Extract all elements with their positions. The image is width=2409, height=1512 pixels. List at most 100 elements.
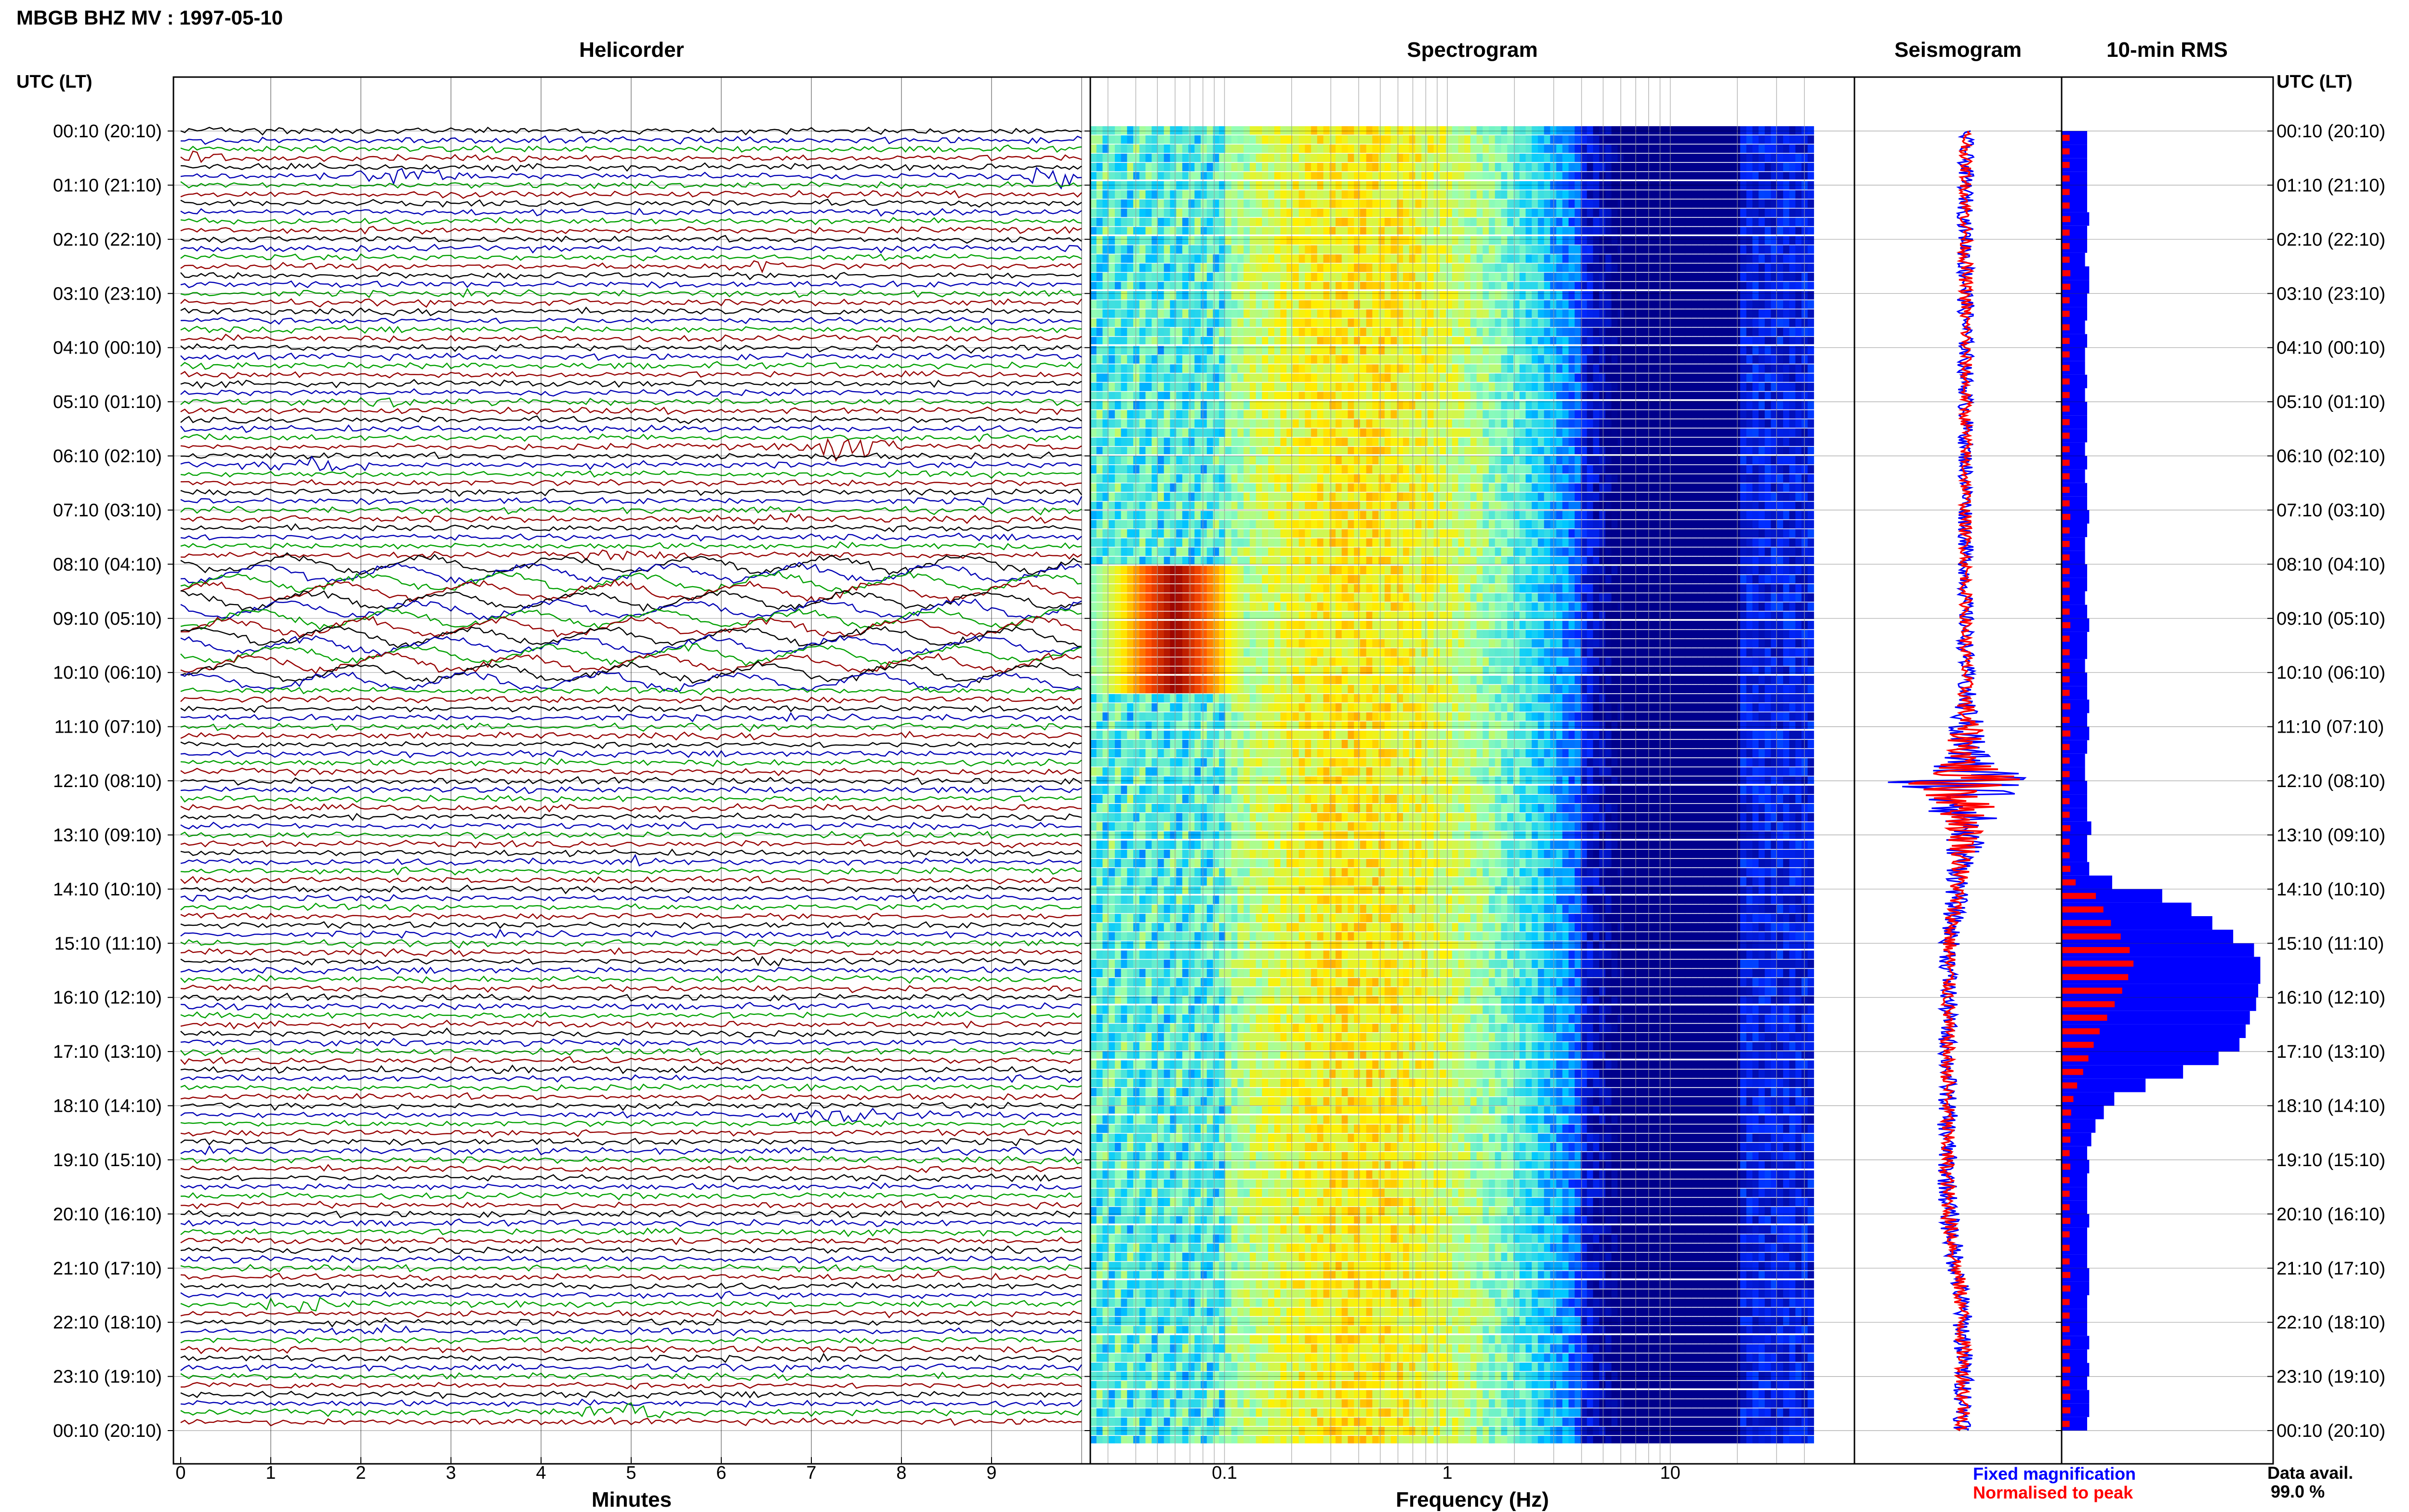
rms-bar-normalised <box>2062 243 2070 250</box>
rms-bar-normalised <box>2062 866 2071 872</box>
rms-bar-normalised <box>2062 581 2070 588</box>
rms-bar-normalised <box>2062 1204 2070 1210</box>
spectrogram-image <box>1090 126 1826 1446</box>
rms-bar-normalised <box>2062 852 2070 858</box>
rms-bar-normalised <box>2062 1123 2071 1130</box>
spectrogram-xtick-label: 1 <box>1443 1463 1453 1483</box>
rms-bar-normalised <box>2062 1001 2115 1008</box>
rms-bar-normalised <box>2062 744 2070 750</box>
rms-bar-normalised <box>2062 1326 2070 1332</box>
rms-bar-normalised <box>2062 1272 2071 1278</box>
rms-bar-normalised <box>2062 1082 2078 1089</box>
time-tick-label-right: 03:10 (23:10) <box>2277 284 2385 304</box>
rms-bar-normalised <box>2062 893 2096 899</box>
rms-bar-normalised <box>2062 433 2070 439</box>
time-tick-label-right: 16:10 (12:10) <box>2277 988 2385 1008</box>
rms-bar-normalised <box>2062 460 2070 466</box>
rms-bar-normalised <box>2062 974 2129 980</box>
helicorder-xtick-label: 5 <box>626 1463 636 1483</box>
helicorder-xtick-label: 2 <box>356 1463 366 1483</box>
rms-bar-normalised <box>2062 270 2071 276</box>
time-tick-label-right: 06:10 (02:10) <box>2277 447 2385 467</box>
time-tick-label-right: 15:10 (11:10) <box>2277 933 2384 954</box>
spectrogram-xtick-label: 0.1 <box>1212 1463 1237 1483</box>
rms-bar-normalised <box>2062 378 2070 385</box>
helicorder-xtick-label: 9 <box>986 1463 996 1483</box>
rms-frame <box>2061 76 2274 1465</box>
rms-bar-normalised <box>2062 473 2070 480</box>
rms-bar-normalised <box>2062 338 2070 344</box>
axis-labels: 00:10 (20:10) 00:10 (20:10) 01:10 (21:10) 0… <box>53 121 2385 1483</box>
rms-bar-normalised <box>2062 635 2070 642</box>
rms-bar-normalised <box>2062 987 2122 994</box>
legend-fixed-magnification: Fixed magnification <box>1973 1464 2136 1484</box>
time-tick-label-left: 07:10 (03:10) <box>53 500 162 521</box>
time-tick-label-left: 05:10 (01:10) <box>53 392 162 412</box>
rms-bar-normalised <box>2062 1245 2070 1251</box>
rms-bar-normalised <box>2062 419 2070 425</box>
rms-bar-normalised <box>2062 256 2070 263</box>
rms-bar-normalised <box>2062 486 2070 493</box>
time-tick-label-left: 15:10 (11:10) <box>54 933 162 954</box>
time-tick-label-right: 08:10 (04:10) <box>2277 554 2385 575</box>
rms-bar-normalised <box>2062 595 2070 601</box>
rms-bar-normalised <box>2062 189 2070 195</box>
rms-bar-normalised <box>2062 1420 2070 1427</box>
rms-bar-normalised <box>2062 1041 2094 1048</box>
data-avail-label: Data avail. <box>2267 1463 2353 1483</box>
rms-bar-normalised <box>2062 500 2070 507</box>
rms-bar-normalised <box>2062 1150 2070 1157</box>
rms-bar-normalised <box>2062 676 2070 683</box>
seismogram-traces <box>1888 130 2027 1432</box>
rms-bar-normalised <box>2062 365 2070 371</box>
rms-bar-normalised <box>2062 148 2070 155</box>
time-tick-label-right: 14:10 (10:10) <box>2277 880 2385 900</box>
rms-bar-normalised <box>2062 202 2070 209</box>
legend-normalised-to-peak: Normalised to peak <box>1973 1483 2133 1502</box>
rms-bar-normalised <box>2062 1380 2070 1387</box>
rms-bar-normalised <box>2062 541 2070 547</box>
rms-bar-normalised <box>2062 554 2070 561</box>
rms-bar-normalised <box>2062 649 2070 656</box>
helicorder-xtick-label: 4 <box>536 1463 546 1483</box>
panel-gridlines <box>168 77 2273 1464</box>
rms-bar-normalised <box>2062 1109 2071 1116</box>
rms-bar-normalised <box>2062 730 2071 737</box>
rms-bar-normalised <box>2062 825 2071 831</box>
rms-bar-normalised <box>2062 324 2070 330</box>
time-tick-label-right: 09:10 (05:10) <box>2277 609 2385 629</box>
rms-bar-normalised <box>2062 162 2070 168</box>
time-tick-label-right: 11:10 (07:10) <box>2277 717 2384 737</box>
time-tick-label-left: 13:10 (09:10) <box>53 825 162 845</box>
time-tick-label-left: 23:10 (19:10) <box>53 1367 162 1387</box>
rms-bar-normalised <box>2062 216 2071 223</box>
time-tick-label-left: 01:10 (21:10) <box>53 175 162 196</box>
rms-bar-normalised <box>2062 1055 2089 1062</box>
rms-bar-normalised <box>2062 1299 2070 1305</box>
rms-bar-normalised <box>2062 446 2070 452</box>
seismogram-title: Seismogram <box>1894 38 2022 62</box>
rms-bar-normalised <box>2062 1312 2070 1319</box>
rms-bars <box>2062 131 2261 1431</box>
time-tick-label-left: 04:10 (00:10) <box>53 338 162 358</box>
time-tick-label-right: 04:10 (00:10) <box>2277 338 2385 358</box>
spectrogram-xtick-label: 10 <box>1660 1463 1681 1483</box>
rms-bar-normalised <box>2062 947 2130 953</box>
time-tick-label-left: 08:10 (04:10) <box>53 554 162 575</box>
rms-bar-normalised <box>2062 906 2104 913</box>
time-tick-label-right: 18:10 (14:10) <box>2277 1096 2385 1117</box>
rms-bar-normalised <box>2062 798 2070 804</box>
time-axis-header-right: UTC (LT) <box>2277 72 2353 92</box>
time-tick-label-left: 21:10 (17:10) <box>53 1259 162 1279</box>
rms-bar-normalised <box>2062 1218 2071 1224</box>
time-tick-label-left: 16:10 (12:10) <box>53 988 162 1008</box>
time-tick-label-right: 13:10 (09:10) <box>2277 825 2385 845</box>
helicorder-xtick-label: 3 <box>446 1463 456 1483</box>
rms-bar-normalised <box>2062 229 2070 236</box>
time-tick-label-left: 22:10 (18:10) <box>53 1313 162 1333</box>
time-tick-label-right: 23:10 (19:10) <box>2277 1367 2385 1387</box>
time-tick-label-right: 22:10 (18:10) <box>2277 1313 2385 1333</box>
time-tick-label-left: 02:10 (22:10) <box>53 230 162 250</box>
rms-bar-normalised <box>2062 1407 2071 1414</box>
rms-bar-normalised <box>2062 297 2070 303</box>
